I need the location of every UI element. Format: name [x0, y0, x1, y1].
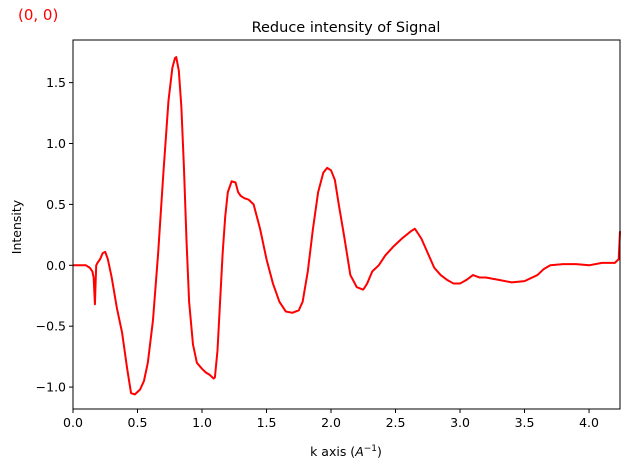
- y-axis: 1.5 1.0 0.5 0.0 −0.5 −1.0: [36, 75, 73, 395]
- x-tick-label: 4.0: [579, 415, 599, 430]
- y-tick-label: 0.5: [46, 197, 66, 212]
- x-tick-label: 2.5: [386, 415, 406, 430]
- plot-frame: [72, 39, 621, 410]
- y-axis-label: Intensity: [9, 199, 24, 254]
- y-tick-label: −1.0: [36, 380, 66, 395]
- x-tick-label: 2.0: [321, 415, 341, 430]
- x-axis-label-exponent: −1: [364, 444, 377, 454]
- y-tick-label: 1.5: [46, 75, 66, 90]
- x-tick-label: 1.5: [257, 415, 277, 430]
- x-axis-label: k axis (A−1): [310, 444, 382, 459]
- chart-title: Reduce intensity of Signal: [252, 20, 441, 36]
- corner-coordinate-label: (0, 0): [18, 6, 59, 24]
- x-tick-label: 1.0: [192, 415, 212, 430]
- x-tick-label: 3.5: [515, 415, 535, 430]
- y-tick-label: 0.0: [46, 258, 66, 273]
- x-tick-label: 3.0: [450, 415, 470, 430]
- x-tick-label: 0.0: [63, 415, 83, 430]
- series-line-1: [73, 56, 621, 396]
- x-axis-label-text: k axis (: [310, 444, 355, 459]
- plot-area: [72, 39, 621, 410]
- x-tick-label: 0.5: [128, 415, 148, 430]
- x-axis-label-close: ): [377, 444, 382, 459]
- y-tick-label: 1.0: [46, 136, 66, 151]
- x-axis-label-symbol: A: [354, 444, 364, 459]
- y-tick-label: −0.5: [36, 319, 66, 334]
- x-axis: 0.0 0.5 1.0 1.5 2.0 2.5 3.0 3.5 4.0: [63, 409, 599, 430]
